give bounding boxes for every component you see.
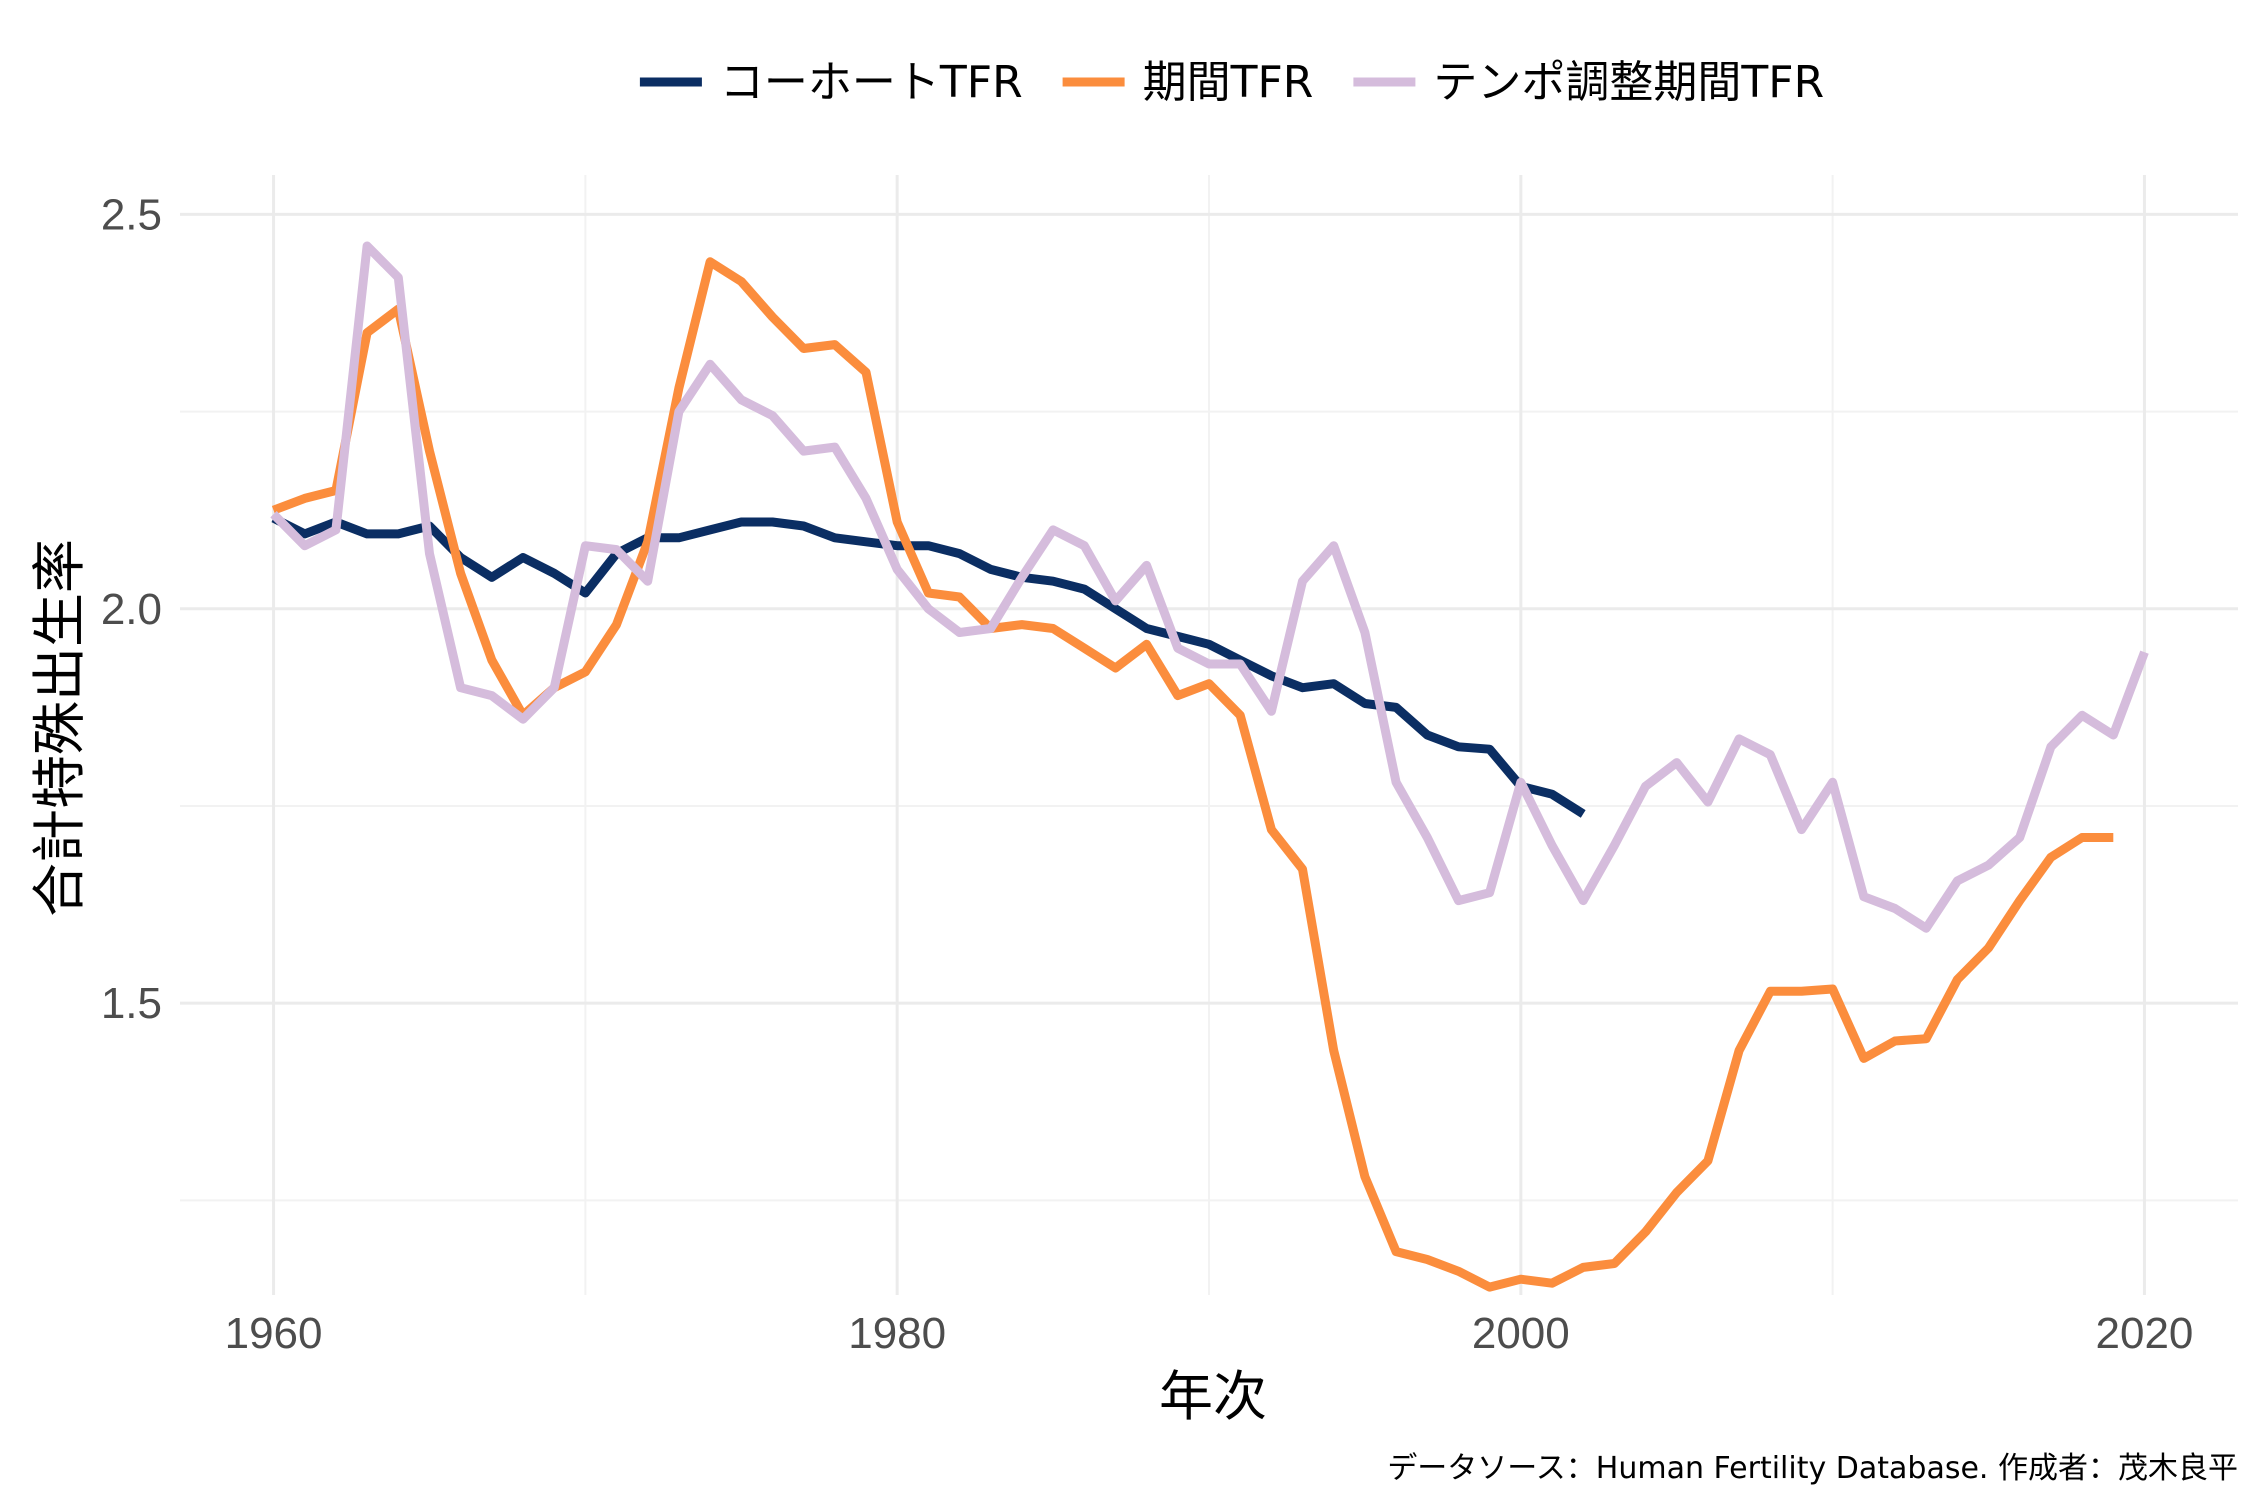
x-axis-title: 年次	[1159, 1365, 1267, 1428]
legend-item-3: テンポ調整期間TFR	[1353, 57, 1824, 108]
y-tick-label: 1.5	[101, 979, 162, 1028]
legend-label-2: 期間TFR	[1143, 57, 1314, 108]
x-tick-label: 2020	[2096, 1309, 2194, 1358]
y-tick-label: 2.5	[101, 190, 162, 239]
legend: コーホートTFR 期間TFR テンポ調整期間TFR	[640, 57, 1824, 108]
x-tick-label: 1980	[848, 1309, 946, 1358]
series-line-1	[274, 518, 1584, 814]
caption: データソース：Human Fertility Database. 作成者：茂木良…	[1387, 1451, 2238, 1486]
legend-label-3: テンポ調整期間TFR	[1433, 57, 1824, 108]
x-tick-label: 1960	[225, 1309, 323, 1358]
legend-label-1: コーホートTFR	[720, 57, 1023, 108]
grid-layer	[180, 175, 2238, 1295]
x-tick-label: 2000	[1472, 1309, 1570, 1358]
y-axis-title: 合計特殊出生率	[28, 539, 91, 917]
legend-item-1: コーホートTFR	[640, 57, 1023, 108]
legend-item-2: 期間TFR	[1063, 57, 1314, 108]
y-tick-label: 2.0	[101, 585, 162, 634]
series-line-2	[274, 262, 2114, 1287]
